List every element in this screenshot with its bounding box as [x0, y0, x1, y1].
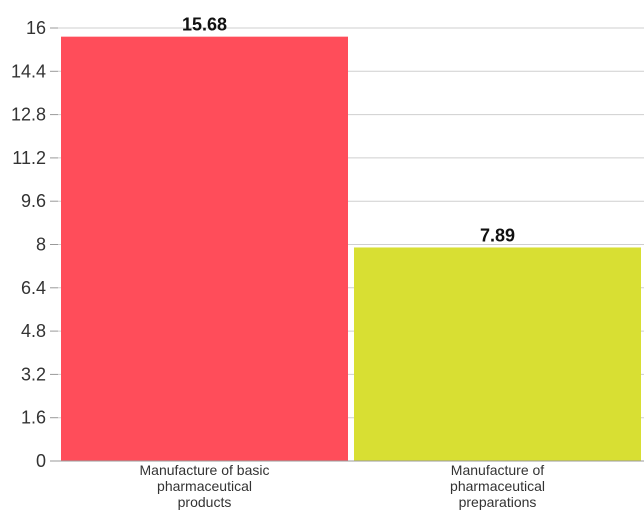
- data-labels: 15.68 7.89: [182, 15, 515, 246]
- y-tick-label: 16: [26, 18, 46, 38]
- y-tick-label: 12.8: [11, 105, 46, 125]
- x-category-label: Manufacture of: [451, 462, 544, 478]
- y-tick-label: 0: [36, 451, 46, 471]
- y-tick-label: 3.2: [21, 364, 46, 384]
- x-category-label: preparations: [459, 494, 537, 510]
- x-category-label: pharmaceutical: [450, 478, 545, 494]
- y-tick-label: 1.6: [21, 408, 46, 428]
- y-axis-ticks: 0 1.6 3.2 4.8 6.4 8 9.6 11.2 12.8 14.4 16: [11, 18, 46, 471]
- bar: [354, 247, 641, 461]
- x-category-label: products: [178, 494, 232, 510]
- y-tick-label: 8: [36, 235, 46, 255]
- data-label: 7.89: [480, 225, 515, 245]
- x-category-label: Manufacture of basic: [140, 462, 270, 478]
- y-tick-label: 4.8: [21, 321, 46, 341]
- bar: [61, 36, 348, 461]
- y-tick-label: 9.6: [21, 191, 46, 211]
- x-category-label: pharmaceutical: [157, 478, 252, 494]
- y-tick-label: 11.2: [12, 148, 46, 168]
- bars: [61, 36, 641, 461]
- y-tick-label: 14.4: [11, 61, 46, 81]
- data-label: 15.68: [182, 15, 227, 35]
- y-tick-label: 6.4: [21, 278, 46, 298]
- x-axis-categories: Manufacture of basicpharmaceuticalproduc…: [140, 462, 545, 510]
